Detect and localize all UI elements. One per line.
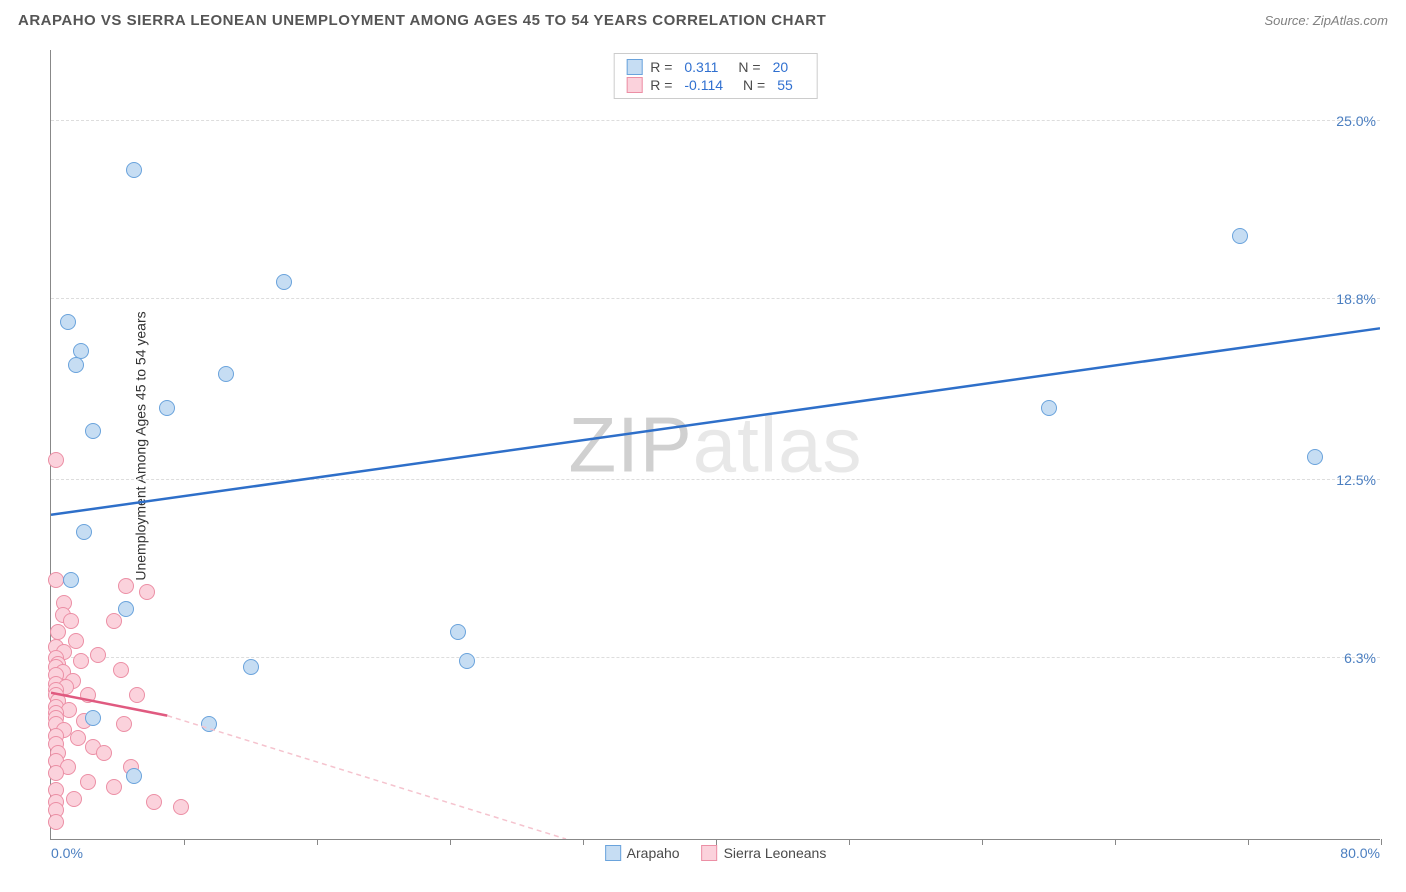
x-tick [317, 839, 318, 845]
y-tick-label: 18.8% [1336, 291, 1376, 307]
gridline-h [51, 120, 1380, 121]
scatter-point-sierra [118, 578, 134, 594]
n-label: N = [743, 77, 765, 93]
scatter-point-arapaho [459, 653, 475, 669]
r-label: R = [650, 77, 672, 93]
x-tick [849, 839, 850, 845]
scatter-point-sierra [129, 687, 145, 703]
y-tick-label: 25.0% [1336, 113, 1376, 129]
x-tick [184, 839, 185, 845]
scatter-point-arapaho [76, 524, 92, 540]
x-tick [583, 839, 584, 845]
scatter-point-sierra [139, 584, 155, 600]
legend-item-arapaho: Arapaho [605, 845, 680, 861]
x-tick [1248, 839, 1249, 845]
scatter-point-sierra [116, 716, 132, 732]
source-name: ZipAtlas.com [1313, 13, 1388, 28]
scatter-point-sierra [63, 613, 79, 629]
scatter-point-arapaho [126, 162, 142, 178]
scatter-point-sierra [90, 647, 106, 663]
legend-series: Arapaho Sierra Leoneans [605, 845, 827, 861]
legend-swatch-arapaho [626, 59, 642, 75]
scatter-point-sierra [96, 745, 112, 761]
scatter-point-sierra [66, 791, 82, 807]
scatter-point-sierra [70, 730, 86, 746]
x-tick [1381, 839, 1382, 845]
n-label: N = [738, 59, 760, 75]
chart-title: ARAPAHO VS SIERRA LEONEAN UNEMPLOYMENT A… [18, 12, 826, 29]
source-attribution: Source: ZipAtlas.com [1264, 13, 1388, 28]
title-bar: ARAPAHO VS SIERRA LEONEAN UNEMPLOYMENT A… [18, 12, 1388, 29]
scatter-point-arapaho [243, 659, 259, 675]
scatter-point-sierra [73, 653, 89, 669]
scatter-point-sierra [173, 799, 189, 815]
legend-stats-row-sierra: R = -0.114 N = 55 [626, 76, 805, 94]
watermark-post: atlas [693, 400, 863, 488]
scatter-point-sierra [48, 765, 64, 781]
scatter-point-arapaho [60, 314, 76, 330]
x-tick [716, 839, 717, 845]
scatter-point-arapaho [68, 357, 84, 373]
legend-stats: R = 0.311 N = 20 R = -0.114 N = 55 [613, 53, 818, 99]
scatter-point-arapaho [276, 274, 292, 290]
x-tick [450, 839, 451, 845]
scatter-point-arapaho [85, 423, 101, 439]
scatter-point-sierra [146, 794, 162, 810]
r-value-arapaho: 0.311 [684, 59, 718, 75]
n-value-sierra: 55 [777, 77, 793, 93]
scatter-point-arapaho [159, 400, 175, 416]
legend-swatch-sierra [702, 845, 718, 861]
gridline-h [51, 298, 1380, 299]
legend-label-sierra: Sierra Leoneans [724, 845, 827, 861]
plot-area: ZIPatlas R = 0.311 N = 20 R = -0.114 N =… [50, 50, 1380, 840]
r-label: R = [650, 59, 672, 75]
y-tick-label: 6.3% [1344, 650, 1376, 666]
watermark: ZIPatlas [568, 399, 862, 490]
source-label: Source: [1264, 13, 1312, 28]
scatter-point-arapaho [1232, 228, 1248, 244]
x-tick [1115, 839, 1116, 845]
gridline-h [51, 479, 1380, 480]
scatter-point-sierra [48, 572, 64, 588]
y-tick-label: 12.5% [1336, 472, 1376, 488]
scatter-point-arapaho [63, 572, 79, 588]
scatter-point-sierra [106, 779, 122, 795]
scatter-point-sierra [80, 687, 96, 703]
scatter-point-arapaho [450, 624, 466, 640]
legend-swatch-sierra [626, 77, 642, 93]
scatter-point-arapaho [118, 601, 134, 617]
legend-swatch-arapaho [605, 845, 621, 861]
x-axis-min-label: 0.0% [51, 845, 83, 861]
scatter-point-arapaho [85, 710, 101, 726]
scatter-point-arapaho [201, 716, 217, 732]
scatter-point-arapaho [126, 768, 142, 784]
scatter-point-arapaho [1041, 400, 1057, 416]
watermark-pre: ZIP [568, 400, 692, 488]
scatter-point-sierra [80, 774, 96, 790]
x-axis-max-label: 80.0% [1340, 845, 1380, 861]
scatter-point-arapaho [1307, 449, 1323, 465]
legend-label-arapaho: Arapaho [627, 845, 680, 861]
scatter-point-arapaho [218, 366, 234, 382]
x-tick [982, 839, 983, 845]
scatter-point-sierra [113, 662, 129, 678]
legend-item-sierra: Sierra Leoneans [702, 845, 827, 861]
scatter-point-sierra [48, 814, 64, 830]
scatter-point-sierra [48, 452, 64, 468]
r-value-sierra: -0.114 [684, 77, 723, 93]
legend-stats-row-arapaho: R = 0.311 N = 20 [626, 58, 805, 76]
n-value-arapaho: 20 [773, 59, 789, 75]
